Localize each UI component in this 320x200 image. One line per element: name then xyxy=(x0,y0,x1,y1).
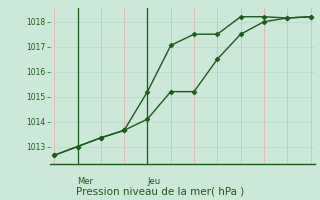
Text: Pression niveau de la mer( hPa ): Pression niveau de la mer( hPa ) xyxy=(76,186,244,196)
Text: Mer: Mer xyxy=(77,177,93,186)
Text: Jeu: Jeu xyxy=(148,177,161,186)
